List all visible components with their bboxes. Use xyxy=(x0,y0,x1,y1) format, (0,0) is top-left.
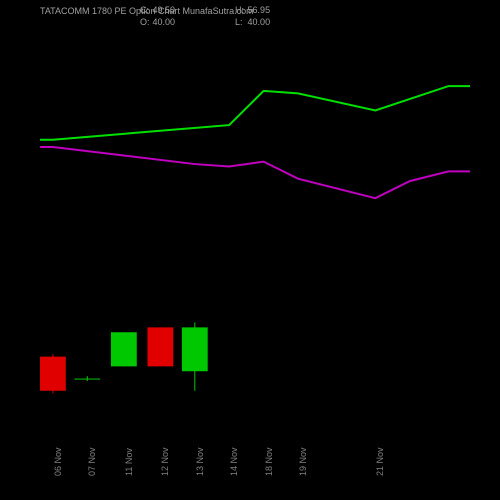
ohlc-low-value: 40.00 xyxy=(248,16,288,28)
x-tick-label: 12 Nov xyxy=(160,447,170,476)
x-axis-labels: 06 Nov 07 Nov 11 Nov 12 Nov 13 Nov 14 Nov 18 N… xyxy=(40,422,470,482)
candle-body xyxy=(111,332,137,366)
candle-body xyxy=(182,327,208,371)
ohlc-high-value: 56.95 xyxy=(248,4,288,16)
chart-svg xyxy=(40,30,470,420)
ohlc-high-label: H: xyxy=(235,4,245,16)
indicator-line xyxy=(40,147,470,198)
ohlc-close-value: 49.50 xyxy=(153,4,193,16)
x-tick-label: 06 Nov xyxy=(53,447,63,476)
candle-body xyxy=(40,357,66,391)
x-tick-label: 14 Nov xyxy=(229,447,239,476)
ohlc-display: C: 49.50 H: 56.95 O: 40.00 L: 40.00 xyxy=(140,4,288,28)
ohlc-open-label: O: xyxy=(140,16,150,28)
x-tick-label: 21 Nov xyxy=(375,447,385,476)
chart-container: TATACOMM 1780 PE Option Chart MunafaSutr… xyxy=(0,0,500,500)
x-tick-label: 19 Nov xyxy=(298,447,308,476)
ohlc-low-label: L: xyxy=(235,16,245,28)
x-tick-label: 18 Nov xyxy=(264,447,274,476)
ohlc-open-value: 40.00 xyxy=(153,16,193,28)
candle-body xyxy=(148,327,174,366)
x-tick-label: 07 Nov xyxy=(87,447,97,476)
candle-body xyxy=(74,379,100,380)
ohlc-close-label: C: xyxy=(140,4,150,16)
chart-plot-area xyxy=(40,30,470,420)
x-tick-label: 11 Nov xyxy=(124,448,134,476)
x-tick-label: 13 Nov xyxy=(195,447,205,476)
indicator-line xyxy=(40,86,470,140)
